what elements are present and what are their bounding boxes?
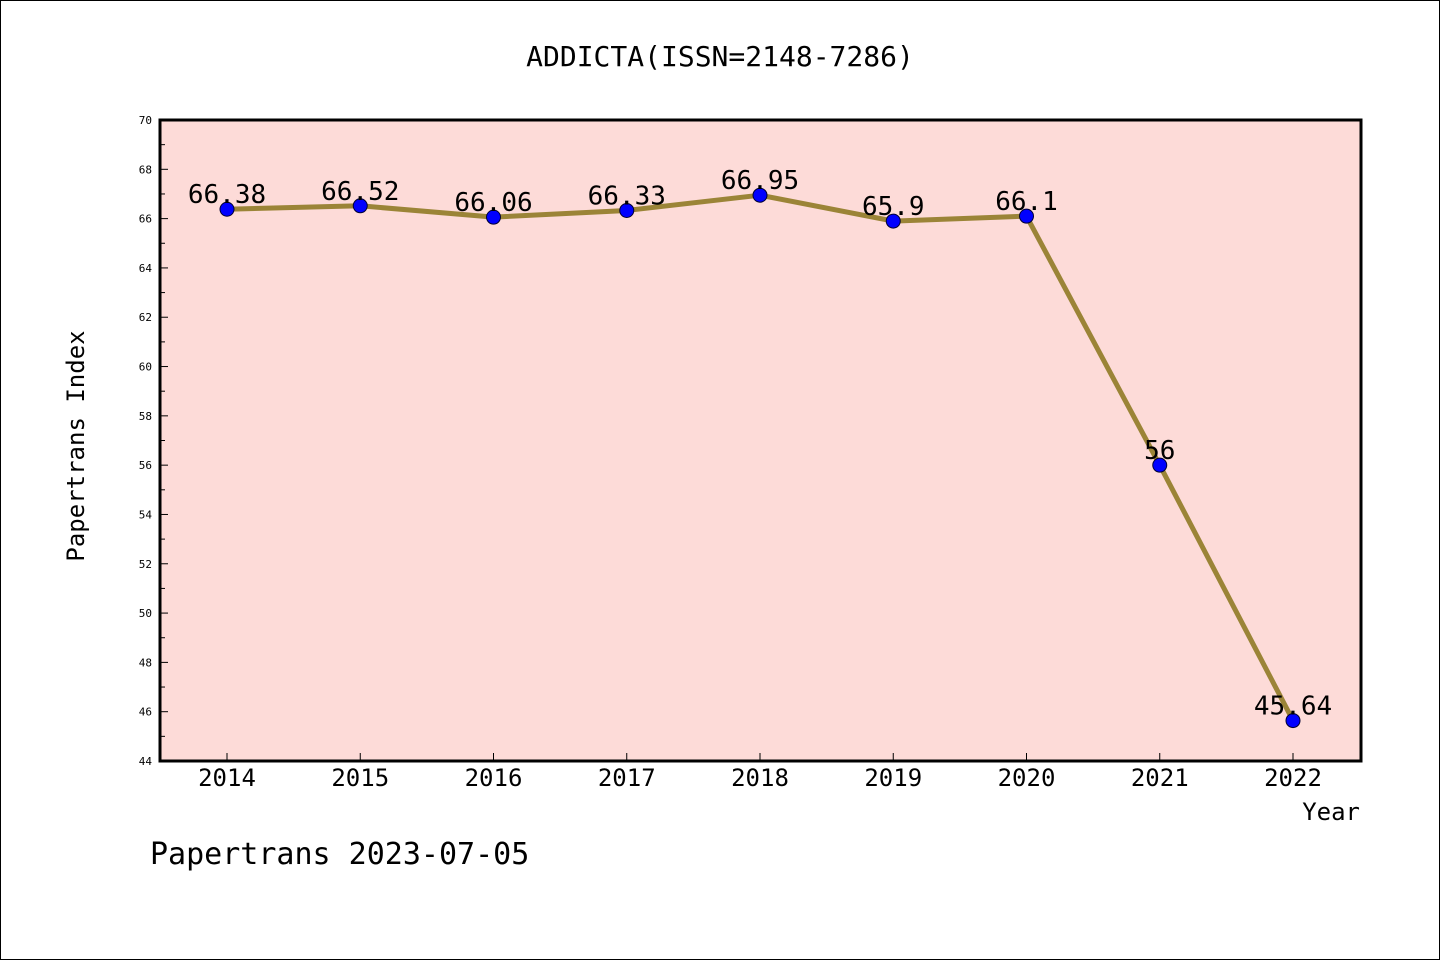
data-label: 66.06 — [454, 188, 532, 218]
x-axis-label: Year — [1302, 798, 1360, 826]
x-tick-label: 2020 — [998, 764, 1056, 792]
y-tick-label: 62 — [139, 311, 152, 324]
data-point — [1152, 457, 1168, 473]
y-tick-label: 66 — [139, 213, 152, 226]
y-tick-label: 48 — [139, 656, 152, 669]
data-label: 66.1 — [995, 187, 1058, 217]
chart-title: ADDICTA(ISSN=2148-7286) — [526, 40, 914, 73]
y-tick-label: 54 — [139, 508, 153, 521]
x-tick-label: 2021 — [1131, 764, 1189, 792]
x-tick-label: 2018 — [731, 764, 789, 792]
data-point — [885, 213, 901, 229]
data-point — [219, 201, 235, 217]
data-point — [486, 209, 501, 225]
y-axis-label: Papertrans Index — [62, 330, 90, 561]
x-tick-label: 2022 — [1264, 764, 1322, 792]
data-label: 66.95 — [721, 166, 799, 196]
data-label: 45.64 — [1254, 692, 1332, 722]
y-tick-label: 52 — [139, 558, 152, 571]
x-tick-label: 2017 — [598, 764, 656, 792]
x-axis: 2014 2015 2016 2017 2018 2019 2020 2021 2022 — [198, 753, 1322, 792]
data-labels: 66.38 66.52 66.06 66.33 66.95 65.9 66.1 56 45.64 — [188, 166, 1332, 721]
watermark-text: Papertrans 2023-07-05 — [150, 837, 529, 872]
plot-border — [158, 118, 1363, 763]
x-tick-label: 2019 — [864, 764, 922, 792]
data-label: 66.52 — [321, 177, 399, 207]
data-label: 65.9 — [862, 192, 925, 222]
plot-area — [160, 120, 1361, 761]
x-tick-label: 2015 — [331, 764, 389, 792]
data-point — [352, 198, 368, 214]
data-label: 66.33 — [588, 181, 666, 211]
y-tick-label: 70 — [139, 114, 152, 127]
y-tick-label: 58 — [139, 410, 152, 423]
data-point — [1285, 713, 1301, 729]
x-tick-label: 2014 — [198, 764, 256, 792]
data-point — [619, 202, 635, 218]
y-tick-label: 56 — [139, 459, 152, 472]
data-point — [1019, 208, 1034, 224]
series-markers — [219, 187, 1301, 729]
data-label: 66.38 — [188, 180, 266, 210]
data-point — [752, 187, 768, 203]
y-axis: 44 46 48 50 52 54 56 58 60 62 64 66 68 70 — [139, 114, 168, 768]
y-tick-label: 50 — [139, 607, 152, 620]
y-tick-label: 68 — [139, 163, 152, 176]
y-tick-label: 64 — [139, 262, 153, 275]
x-tick-label: 2016 — [465, 764, 523, 792]
data-label: 56 — [1144, 436, 1175, 466]
y-tick-label: 60 — [139, 361, 152, 374]
y-tick-label: 46 — [139, 706, 152, 719]
y-tick-label: 44 — [139, 755, 153, 768]
